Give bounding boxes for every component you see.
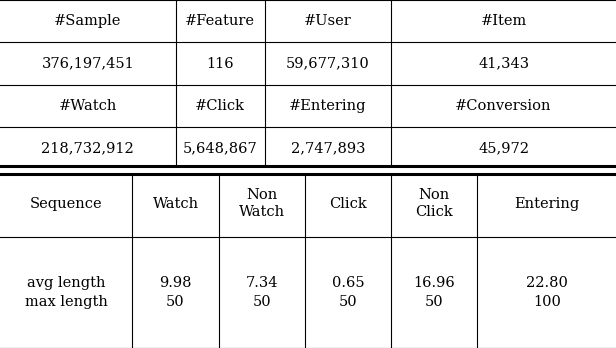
Text: #Entering: #Entering: [290, 99, 367, 113]
Text: 376,197,451: 376,197,451: [41, 57, 134, 71]
Text: #Watch: #Watch: [59, 99, 117, 113]
Text: Non
Watch: Non Watch: [239, 188, 285, 219]
Text: 41,343: 41,343: [478, 57, 529, 71]
Text: 2,747,893: 2,747,893: [291, 142, 365, 156]
Text: Click: Click: [329, 197, 367, 211]
Text: 116: 116: [206, 57, 234, 71]
Text: #User: #User: [304, 14, 352, 28]
Text: #Click: #Click: [195, 99, 245, 113]
Text: Watch: Watch: [153, 197, 198, 211]
Text: 7.34
50: 7.34 50: [246, 276, 278, 309]
Text: avg length
max length: avg length max length: [25, 276, 108, 309]
Text: 5,648,867: 5,648,867: [183, 142, 257, 156]
Text: Sequence: Sequence: [30, 197, 102, 211]
Text: 59,677,310: 59,677,310: [286, 57, 370, 71]
Text: 16.96
50: 16.96 50: [413, 276, 455, 309]
Text: 9.98
50: 9.98 50: [160, 276, 192, 309]
Text: 22.80
100: 22.80 100: [526, 276, 567, 309]
Text: #Item: #Item: [480, 14, 527, 28]
Text: #Feature: #Feature: [185, 14, 255, 28]
Text: 218,732,912: 218,732,912: [41, 142, 134, 156]
Text: #Conversion: #Conversion: [455, 99, 552, 113]
Text: 45,972: 45,972: [478, 142, 529, 156]
Text: Entering: Entering: [514, 197, 579, 211]
Text: 0.65
50: 0.65 50: [332, 276, 364, 309]
Text: #Sample: #Sample: [54, 14, 121, 28]
Text: Non
Click: Non Click: [415, 188, 453, 219]
